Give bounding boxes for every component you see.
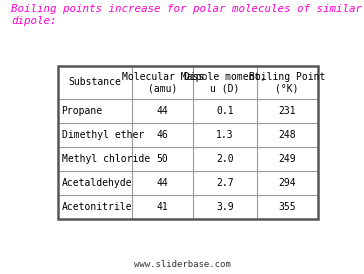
Text: 248: 248 bbox=[278, 130, 296, 140]
Text: Boiling Point
(°K): Boiling Point (°K) bbox=[249, 72, 325, 93]
Text: 249: 249 bbox=[278, 154, 296, 164]
Text: 50: 50 bbox=[157, 154, 169, 164]
Text: 41: 41 bbox=[157, 202, 169, 212]
Text: Dimethyl ether: Dimethyl ether bbox=[62, 130, 144, 140]
Text: 44: 44 bbox=[157, 178, 169, 188]
Text: 2.0: 2.0 bbox=[216, 154, 234, 164]
Text: 1.3: 1.3 bbox=[216, 130, 234, 140]
Text: Dipole moment,
u (D): Dipole moment, u (D) bbox=[184, 72, 266, 93]
Text: 44: 44 bbox=[157, 106, 169, 116]
Text: Methyl chloride: Methyl chloride bbox=[62, 154, 150, 164]
Text: 231: 231 bbox=[278, 106, 296, 116]
Text: 0.1: 0.1 bbox=[216, 106, 234, 116]
Text: 294: 294 bbox=[278, 178, 296, 188]
Text: Propane: Propane bbox=[62, 106, 103, 116]
Text: Molecular Mass
(amu): Molecular Mass (amu) bbox=[122, 72, 204, 93]
Text: Boiling points increase for polar molecules of similar mass, but increasing
dipo: Boiling points increase for polar molecu… bbox=[11, 4, 364, 26]
Bar bbox=[58, 65, 318, 219]
Text: Acetonitrile: Acetonitrile bbox=[62, 202, 132, 212]
Text: Acetaldehyde: Acetaldehyde bbox=[62, 178, 132, 188]
Text: 355: 355 bbox=[278, 202, 296, 212]
Text: 2.7: 2.7 bbox=[216, 178, 234, 188]
Text: www.sliderbase.com: www.sliderbase.com bbox=[134, 259, 230, 269]
Text: 3.9: 3.9 bbox=[216, 202, 234, 212]
Text: Substance: Substance bbox=[69, 78, 122, 87]
Text: 46: 46 bbox=[157, 130, 169, 140]
